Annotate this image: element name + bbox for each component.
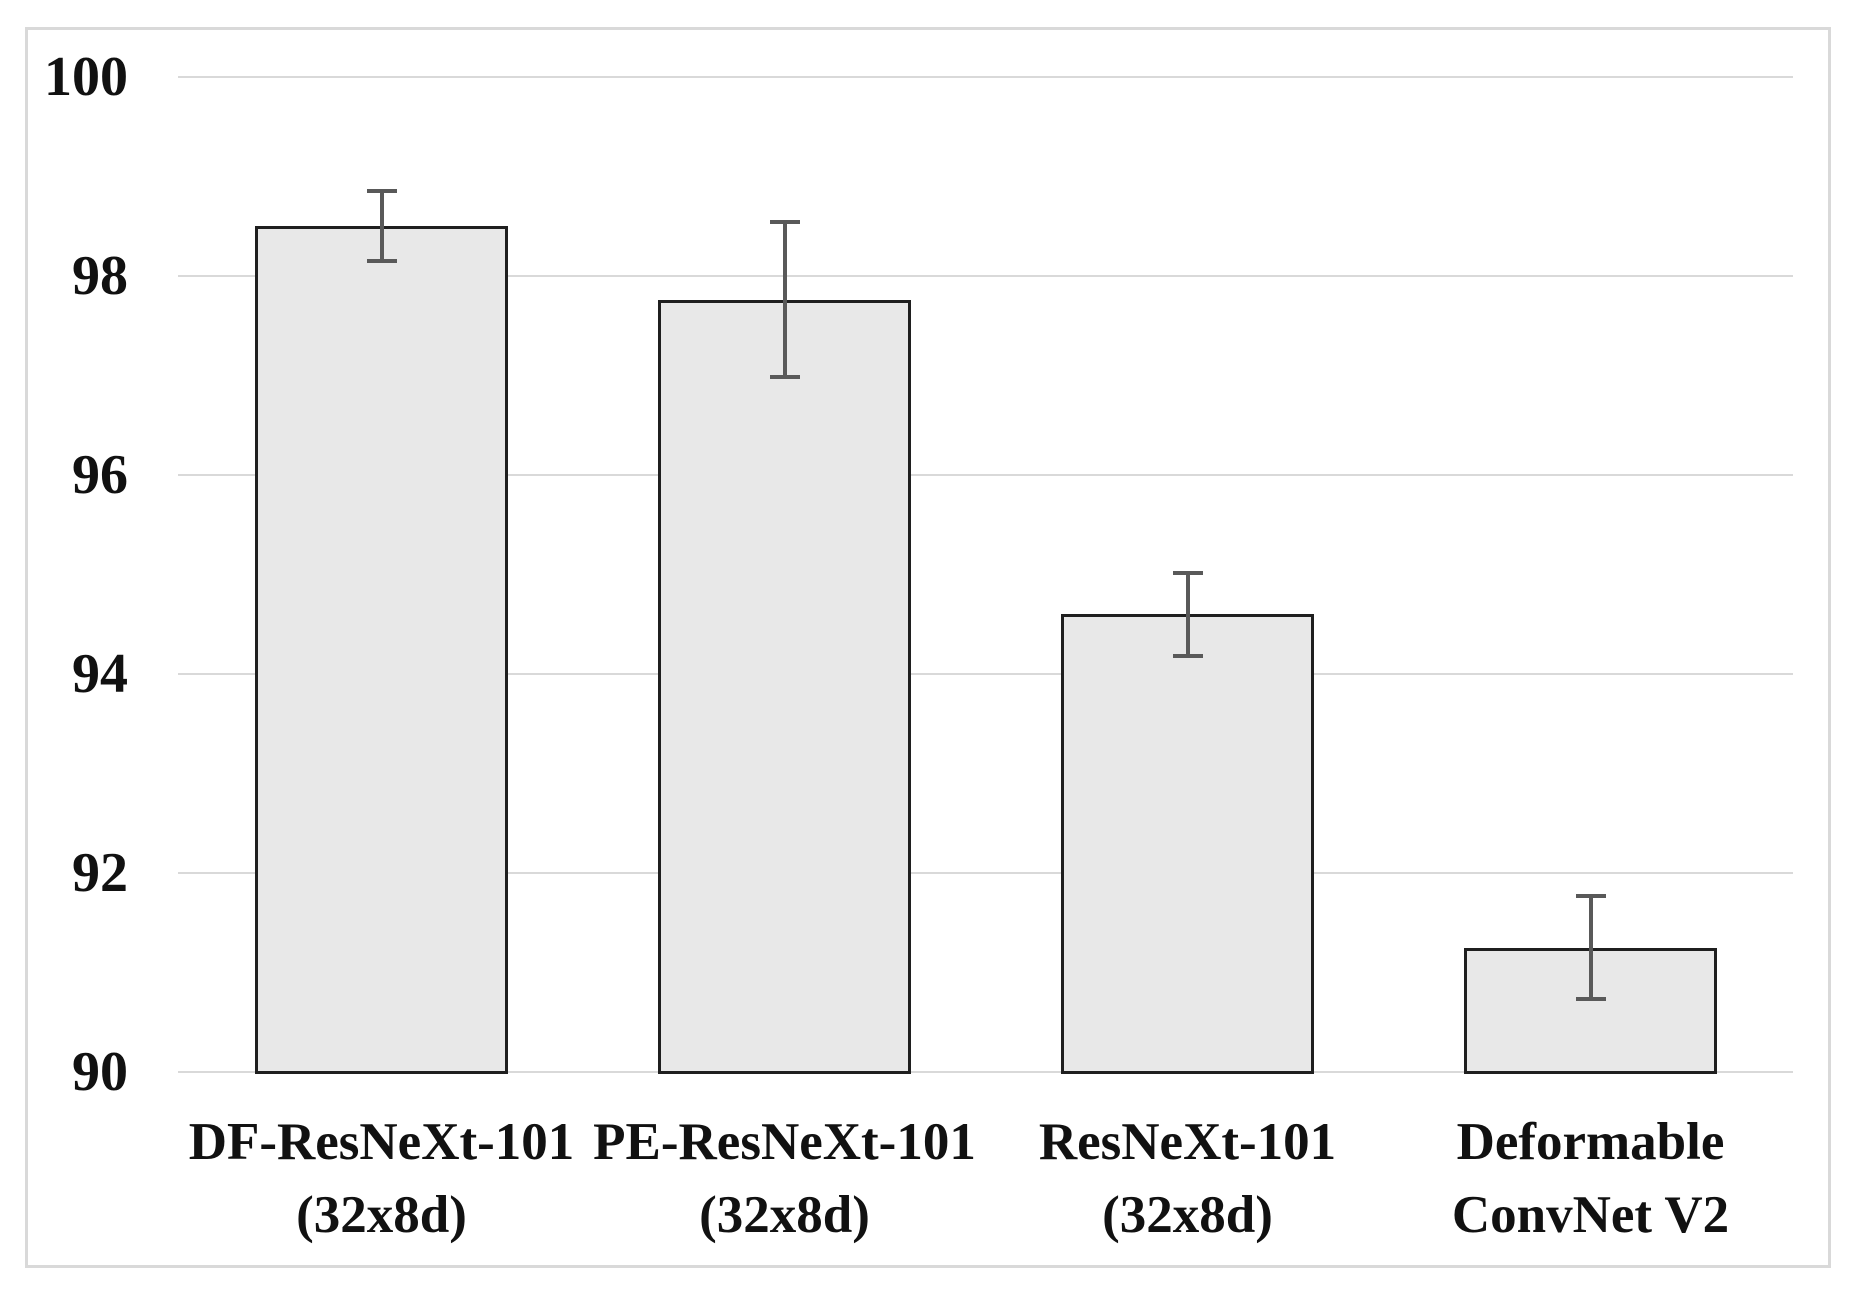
x-category-label-0: DF-ResNeXt-101 (32x8d) <box>188 1113 575 1244</box>
gridline-90 <box>178 1071 1793 1073</box>
y-tick-label-100: 100 <box>44 46 128 108</box>
error-bar-cap-bottom-1 <box>769 375 800 380</box>
bar-3 <box>1464 947 1717 1074</box>
error-bar-line-1 <box>782 222 787 378</box>
gridline-98 <box>178 275 1793 277</box>
error-bar-cap-bottom-2 <box>1172 654 1203 659</box>
gridline-92 <box>178 872 1793 874</box>
error-bar-cap-top-3 <box>1575 893 1606 898</box>
gridline-94 <box>178 673 1793 675</box>
x-category-label-1: PE-ResNeXt-101 (32x8d) <box>593 1113 976 1244</box>
x-category-label-3: Deformable ConvNet V2 <box>1451 1113 1730 1244</box>
error-bar-line-3 <box>1588 895 1593 1000</box>
bar-2 <box>1061 614 1314 1074</box>
gridline-100 <box>178 76 1793 78</box>
y-tick-label-96: 96 <box>72 444 128 506</box>
bar-1 <box>658 299 911 1074</box>
error-bar-cap-top-2 <box>1172 570 1203 575</box>
y-tick-label-98: 98 <box>72 245 128 307</box>
x-category-label-2: ResNeXt-101 (32x8d) <box>1038 1113 1337 1244</box>
error-bar-cap-bottom-0 <box>366 259 397 264</box>
error-bar-line-0 <box>379 191 384 262</box>
gridline-96 <box>178 474 1793 476</box>
error-bar-cap-top-0 <box>366 189 397 194</box>
y-tick-label-92: 92 <box>72 842 128 904</box>
error-bar-cap-bottom-3 <box>1575 997 1606 1002</box>
bar-0 <box>255 226 508 1074</box>
y-tick-label-94: 94 <box>72 643 128 705</box>
error-bar-line-2 <box>1185 572 1190 657</box>
y-tick-label-90: 90 <box>72 1041 128 1103</box>
error-bar-cap-top-1 <box>769 220 800 225</box>
